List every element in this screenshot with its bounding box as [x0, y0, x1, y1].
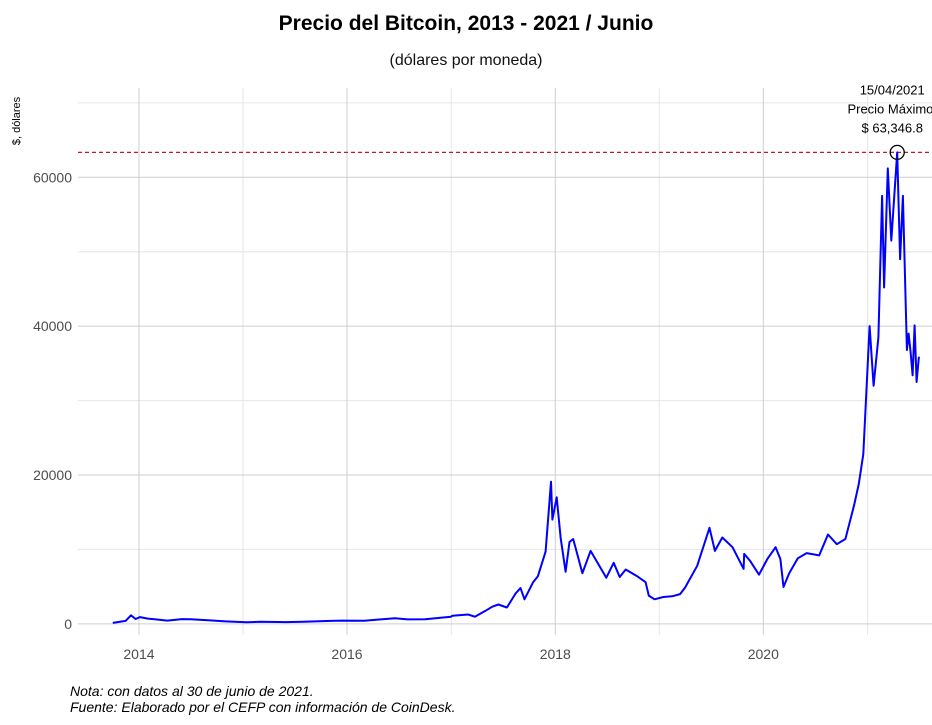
- annotation-label: Precio Máximo:: [847, 101, 932, 116]
- minor-gridlines: [78, 88, 932, 635]
- chart-subtitle: (dólares por moneda): [389, 52, 543, 69]
- major-gridlines: [78, 88, 932, 635]
- annotation-date: 15/04/2021: [860, 82, 925, 97]
- x-tick-label: 2020: [748, 646, 779, 662]
- chart-source: Fuente: Elaborado por el CEFP con inform…: [70, 699, 456, 715]
- line-chart: 15/04/2021 Precio Máximo: $ 63,346.8 0 20…: [11, 82, 932, 662]
- x-tick-label: 2014: [123, 646, 154, 662]
- y-tick-label: 0: [64, 616, 72, 632]
- x-tick-label: 2016: [331, 646, 362, 662]
- y-tick-label: 20000: [33, 467, 72, 483]
- x-tick-label: 2018: [540, 646, 571, 662]
- annotation-value: $ 63,346.8: [862, 120, 923, 135]
- chart-note: Nota: con datos al 30 de junio de 2021.: [70, 683, 314, 699]
- price-series-line: [112, 151, 920, 624]
- y-tick-label: 60000: [33, 169, 72, 185]
- chart-title: Precio del Bitcoin, 2013 - 2021 / Junio: [278, 12, 654, 35]
- y-axis-label: $, dólares: [11, 96, 23, 145]
- y-tick-label: 40000: [33, 318, 72, 334]
- x-axis-tick-labels: 2014 2016 2018 2020: [123, 646, 779, 662]
- y-axis-tick-labels: 0 20000 40000 60000: [33, 169, 72, 632]
- max-price-marker: [889, 144, 905, 161]
